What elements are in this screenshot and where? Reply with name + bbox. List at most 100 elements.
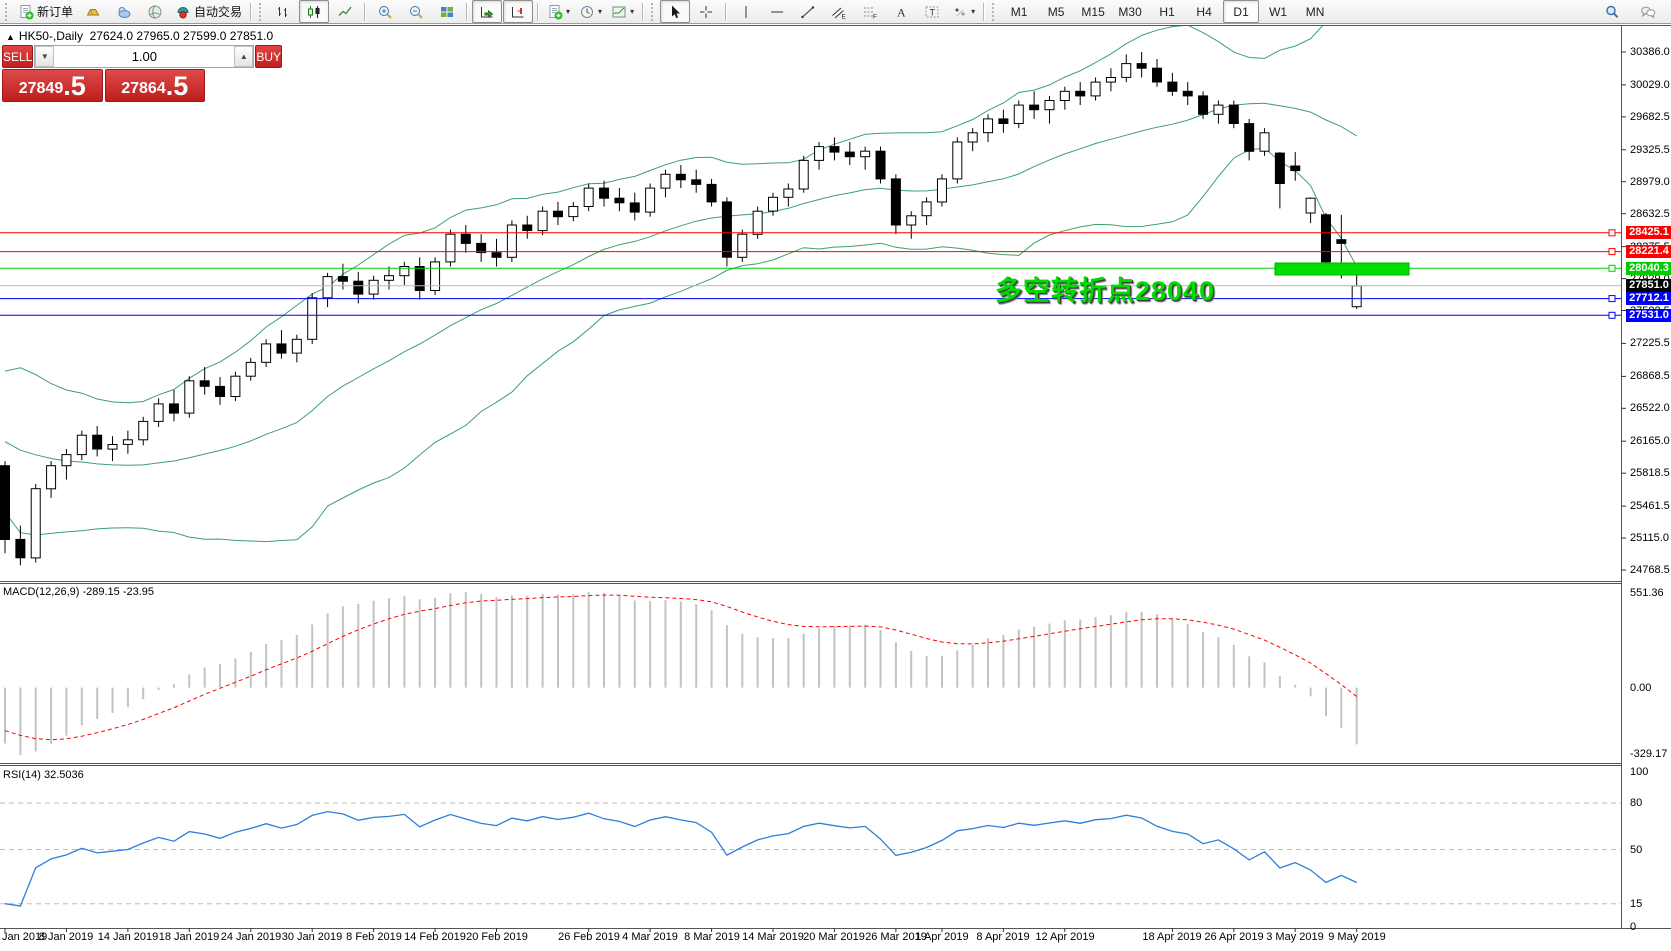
- annotation-text[interactable]: 多空转折点28040: [995, 276, 1216, 306]
- volume-increase-button[interactable]: ▲: [234, 46, 254, 67]
- rsi-pane[interactable]: [0, 802, 1621, 907]
- price-line-label[interactable]: 27531.0: [1626, 309, 1671, 322]
- candle: [629, 202, 640, 213]
- zoom-out-button[interactable]: [401, 0, 431, 23]
- timeframe-d1-button[interactable]: D1: [1223, 0, 1260, 23]
- candle: [583, 187, 594, 208]
- arrows-button[interactable]: ▾: [948, 0, 979, 23]
- toolbar-drag-handle[interactable]: [651, 2, 656, 21]
- candle: [261, 343, 272, 363]
- crosshair-button[interactable]: [691, 0, 721, 23]
- candle: [599, 187, 610, 199]
- main-pane[interactable]: [0, 25, 1621, 566]
- price-line-label[interactable]: 27712.1: [1626, 292, 1671, 305]
- toolbar-drag-handle[interactable]: [259, 2, 264, 21]
- timeframe-m30-button[interactable]: M30: [1112, 0, 1148, 23]
- timeframe-m15-button[interactable]: M15: [1075, 0, 1111, 23]
- webinar-button[interactable]: [140, 0, 170, 23]
- buy-price[interactable]: 27864.5: [104, 69, 205, 102]
- candle: [1290, 165, 1301, 172]
- candle: [1029, 104, 1040, 111]
- timeframe-mn-button[interactable]: MN: [1297, 0, 1333, 23]
- buy-button[interactable]: BUY: [255, 45, 283, 68]
- one-click-collapse-icon[interactable]: ▲: [6, 32, 15, 42]
- candle: [1059, 90, 1070, 102]
- text-label-button[interactable]: T: [917, 0, 947, 23]
- sell-button[interactable]: SELL: [2, 45, 34, 68]
- chart-shift-button[interactable]: [503, 0, 534, 23]
- candle: [491, 252, 502, 258]
- volume-decrease-button[interactable]: ▼: [35, 46, 55, 67]
- timeframe-m1-button[interactable]: M1: [1001, 0, 1037, 23]
- candle: [445, 233, 456, 263]
- ohlc-values: 27624.0 27965.0 27599.0 27851.0: [89, 29, 274, 43]
- tile-windows-button[interactable]: [432, 0, 462, 23]
- candle: [875, 150, 886, 180]
- fibonacci-button[interactable]: F: [855, 0, 885, 23]
- date-tick-label: 12 Apr 2019: [1035, 931, 1095, 943]
- candle: [399, 266, 410, 277]
- tline-icon: [800, 4, 816, 20]
- candle: [675, 173, 686, 181]
- volume-input[interactable]: [54, 46, 235, 67]
- candle: [998, 118, 1009, 125]
- toolbar-separator: [725, 2, 728, 21]
- shiftend-icon: [510, 4, 526, 20]
- candle: [307, 297, 318, 340]
- periods-button[interactable]: ▾: [575, 0, 606, 23]
- quotes-button[interactable]: [78, 0, 108, 23]
- vertical-line-button[interactable]: [731, 0, 761, 23]
- candle: [506, 224, 517, 258]
- bar-chart-button[interactable]: [268, 0, 298, 23]
- autotrading-button[interactable]: 自动交易: [171, 0, 246, 23]
- timeframe-h1-button[interactable]: H1: [1149, 0, 1185, 23]
- price-tick-label: 26868.5: [1630, 370, 1670, 382]
- candle: [368, 279, 379, 295]
- candlestick-button[interactable]: [299, 0, 330, 23]
- chevron-down-icon[interactable]: ▾: [566, 7, 571, 16]
- search-button[interactable]: [1597, 0, 1627, 23]
- price-chart-canvas[interactable]: [0, 25, 1671, 951]
- channel-button[interactable]: E: [824, 0, 854, 23]
- sell-price[interactable]: 27849.5: [2, 69, 103, 102]
- date-tick-label: 14 Feb 2019: [404, 931, 466, 943]
- timeframe-h4-button[interactable]: H4: [1186, 0, 1222, 23]
- price-line-label[interactable]: 28040.3: [1626, 262, 1671, 275]
- chevron-down-icon[interactable]: ▾: [971, 7, 976, 16]
- toolbar-separator: [466, 2, 469, 21]
- cursor-button[interactable]: [660, 0, 691, 23]
- new-order-button[interactable]: 新订单: [14, 0, 77, 23]
- zoom-in-button[interactable]: [370, 0, 400, 23]
- price-tick-label: 29325.5: [1630, 144, 1670, 156]
- candle: [30, 488, 41, 559]
- price-line-label[interactable]: 28425.1: [1626, 226, 1671, 239]
- horizontal-line-button[interactable]: [762, 0, 792, 23]
- chevron-down-icon[interactable]: ▾: [598, 7, 603, 16]
- toolbar-drag-handle[interactable]: [992, 2, 997, 21]
- candle: [860, 150, 871, 158]
- candle: [1075, 90, 1086, 97]
- trendline-button[interactable]: [793, 0, 823, 23]
- candles-icon: [306, 4, 322, 20]
- macd-pane[interactable]: [4, 592, 1358, 755]
- chat-button[interactable]: [1633, 0, 1663, 23]
- auto-scroll-button[interactable]: [472, 0, 503, 23]
- chevron-down-icon[interactable]: ▾: [630, 7, 635, 16]
- svg-text:T: T: [930, 7, 936, 17]
- price-line-label[interactable]: 28221.4: [1626, 245, 1671, 258]
- timeframe-w1-button[interactable]: W1: [1260, 0, 1296, 23]
- candle: [522, 224, 533, 231]
- cloud-icon: [116, 4, 132, 20]
- indicators-button[interactable]: ▾: [543, 0, 574, 23]
- timeframe-m5-button[interactable]: M5: [1038, 0, 1074, 23]
- templates-button[interactable]: ▾: [607, 0, 638, 23]
- text-button[interactable]: A: [886, 0, 916, 23]
- button-label: M30: [1118, 4, 1142, 19]
- tile-icon: [439, 4, 455, 20]
- chat-icon: [1640, 4, 1656, 20]
- toolbar-drag-handle[interactable]: [5, 2, 10, 21]
- chart-area[interactable]: 30386.0 30029.0 29682.5 29325.5 28979.0 28632…: [0, 25, 1671, 951]
- date-tick-label: 24 Jan 2019: [220, 931, 282, 943]
- line-chart-button[interactable]: [330, 0, 360, 23]
- community-button[interactable]: [109, 0, 139, 23]
